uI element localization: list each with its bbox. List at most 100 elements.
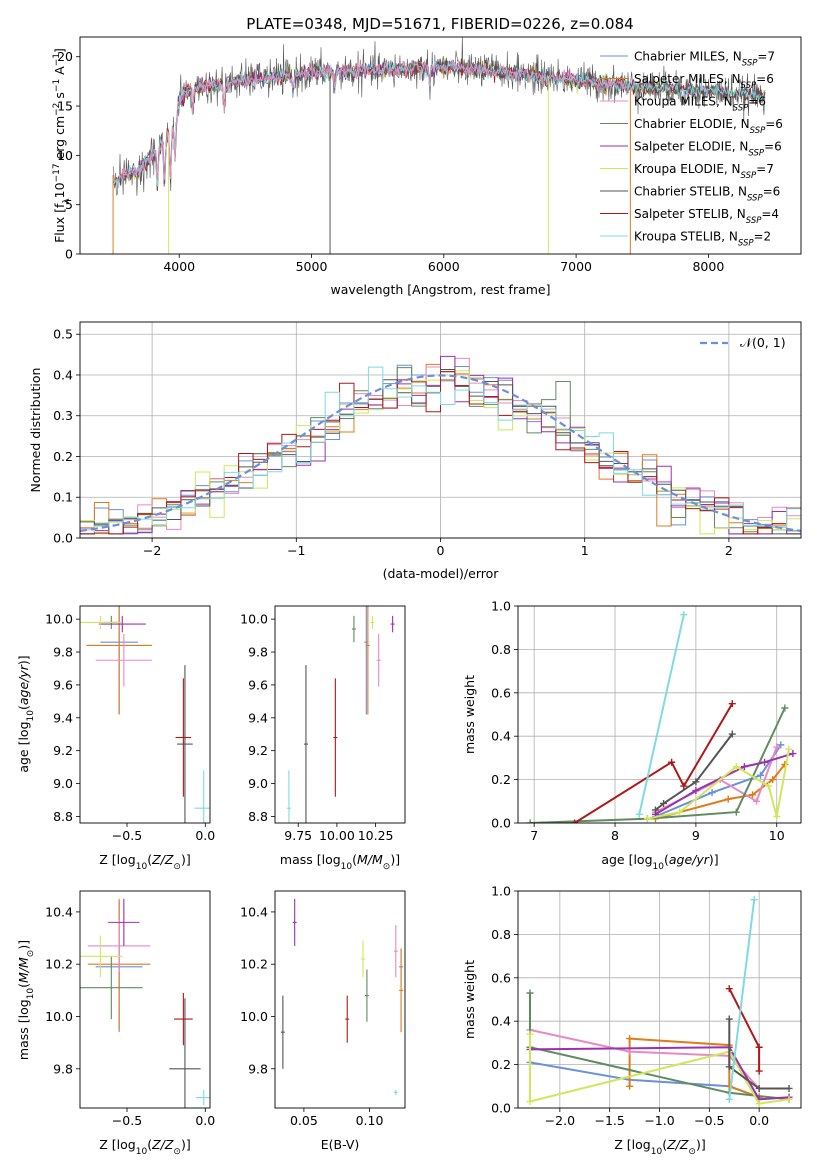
y-axis-label: mass weight (462, 960, 477, 1039)
x-tick-label: 9.75 (284, 828, 312, 843)
axes-frame (274, 605, 406, 824)
y-axis-label: Flux [fλ10−17 erg cm−2 s−1 A−1] (52, 48, 72, 243)
weight-line (654, 752, 794, 816)
weight-marker (526, 1097, 534, 1105)
spectrum-line (112, 37, 766, 196)
legend-label: Chabrier MILES, NSSP=7 (634, 50, 775, 69)
weight-marker (757, 771, 765, 779)
y-tick-label: 0.6 (491, 970, 511, 985)
weight-marker (680, 782, 688, 790)
weight-marker (732, 808, 740, 816)
axes-frame (79, 890, 211, 1109)
y-tick-label: 8.8 (53, 809, 73, 824)
weight-marker (732, 763, 740, 771)
x-tick-label: 0.0 (195, 828, 215, 843)
weight-marker (777, 741, 785, 749)
axes-residuals: −2 −1 0 1 2 0.0 0.1 0.2 0.3 0.4 0.5 (data-model)/er… (28, 321, 802, 581)
y-tick-label: 10.4 (240, 904, 268, 919)
axes-spectrum: 4000 5000 6000 7000 8000 0 5 10 15 20 wavelength [… (52, 36, 802, 297)
weight-marker (728, 700, 736, 708)
x-tick-label: 6000 (428, 259, 460, 274)
weight-marker (643, 815, 651, 823)
weight-marker (526, 1030, 534, 1038)
y-tick-label: 0.5 (53, 327, 73, 342)
plot-area-weight_vs_age (526, 611, 797, 823)
axes-frame (79, 321, 802, 539)
plot-area-mass_vs_ebv (280, 898, 404, 1095)
weight-marker (725, 1095, 733, 1103)
y-tick-label: 0.2 (53, 449, 73, 464)
x-tick-label: 4000 (163, 259, 195, 274)
x-tick-label: 0.10 (356, 1113, 384, 1128)
y-axis-label: mass [log10(M/M⊙)] (16, 940, 36, 1060)
weight-marker (728, 730, 736, 738)
legend-label: Chabrier STELIB, NSSP=6 (634, 185, 780, 204)
weight-marker (769, 776, 777, 784)
x-tick-label: 0.0 (195, 1113, 215, 1128)
x-tick-label: 0.0 (749, 1113, 769, 1128)
x-tick-label: 10.25 (358, 828, 394, 843)
y-tick-label: 9.6 (248, 677, 268, 692)
y-tick-label: 1.0 (491, 599, 511, 614)
x-tick-label: −0.5 (112, 1113, 142, 1128)
y-tick-label: 0.1 (53, 490, 73, 505)
y-tick-label: 9.0 (53, 776, 73, 791)
axes-frame (79, 36, 802, 255)
legend-label: Salpeter ELODIE, NSSP=6 (634, 140, 782, 159)
weight-marker (761, 758, 769, 766)
x-tick-label: 7000 (560, 259, 592, 274)
weight-marker (753, 797, 761, 805)
x-axis-label: mass [log10(M/M⊙)] (280, 852, 400, 872)
weight-marker (755, 1084, 763, 1092)
weight-marker (765, 782, 773, 790)
y-tick-label: 20 (57, 49, 73, 64)
legend: Chabrier MILES, NSSP=7 Salpeter MILES, NS… (600, 50, 783, 249)
y-tick-label: 10.0 (240, 612, 268, 627)
y-tick-label: 0.6 (491, 685, 511, 700)
x-tick-label: −2.0 (545, 1113, 575, 1128)
y-tick-label: 0.8 (491, 642, 511, 657)
y-tick-label: 10.0 (45, 1009, 73, 1024)
weight-marker (750, 896, 758, 904)
x-tick-label: −1.0 (644, 1113, 674, 1128)
weight-line (728, 1019, 789, 1090)
axes-mass_vs_Z: −0.5 0.0 9.8 10.0 10.2 10.4 Z [log10(Z/Z⊙)] mas… (16, 890, 215, 1157)
y-tick-label: 10.0 (240, 1009, 268, 1024)
x-tick-label: −1 (287, 543, 305, 558)
y-tick-label: 9.8 (248, 1061, 268, 1076)
legend-label: Chabrier ELODIE, NSSP=6 (634, 117, 783, 136)
x-tick-label: −1.5 (594, 1113, 624, 1128)
legend-label: Salpeter STELIB, NSSP=4 (634, 207, 779, 226)
axes-frame (274, 890, 406, 1109)
y-tick-label: 15 (57, 99, 73, 114)
y-tick-label: 0 (65, 247, 73, 262)
weight-line (638, 614, 685, 815)
legend-label: Kroupa STELIB, NSSP=2 (634, 230, 771, 249)
weight-marker (626, 1035, 634, 1043)
y-tick-label: 0.0 (491, 816, 511, 831)
legend-label: Salpeter MILES, NSSP=6 (634, 72, 774, 91)
weight-marker (725, 1015, 733, 1023)
weight-marker (635, 810, 643, 818)
normal-curve (80, 374, 801, 532)
x-tick-label: 8000 (692, 259, 724, 274)
x-axis-label: E(B-V) (321, 1137, 360, 1152)
y-tick-label: 9.0 (248, 776, 268, 791)
weight-marker (676, 808, 684, 816)
weight-marker (785, 1095, 793, 1103)
legend-label: Kroupa MILES, NSSP=6 (634, 95, 766, 114)
weight-marker (755, 1100, 763, 1108)
weight-line (728, 899, 756, 1100)
spectrum-line (119, 59, 630, 179)
y-tick-label: 0.0 (53, 531, 73, 546)
weight-marker (785, 745, 793, 753)
y-tick-label: 10.4 (45, 904, 73, 919)
weight-marker (680, 611, 688, 619)
x-axis-label: wavelength [Angstrom, rest frame] (330, 282, 550, 297)
x-tick-label: 0.05 (290, 1113, 318, 1128)
weight-marker (660, 799, 668, 807)
legend-label: 𝒩(0, 1) (740, 335, 786, 350)
y-tick-label: 8.8 (248, 809, 268, 824)
figure-title: PLATE=0348, MJD=51671, FIBERID=0226, z=0… (246, 15, 633, 33)
x-tick-label: 7 (530, 828, 538, 843)
